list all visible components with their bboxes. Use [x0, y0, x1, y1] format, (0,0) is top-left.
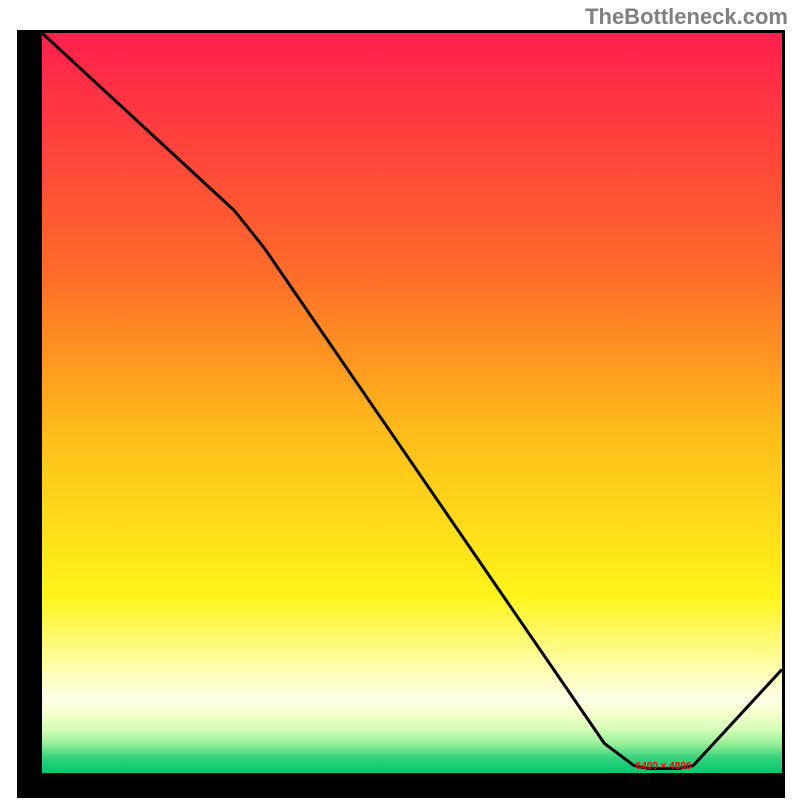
attribution-text: TheBottleneck.com [585, 4, 788, 30]
bottleneck-curve [42, 33, 782, 773]
chart-container: TheBottleneck.com 6400 × 4800 [0, 0, 800, 800]
x-tick-label: 6400 × 4800 [624, 761, 704, 772]
plot-area: 6400 × 4800 [42, 33, 782, 773]
chart-frame: 6400 × 4800 [17, 30, 785, 798]
